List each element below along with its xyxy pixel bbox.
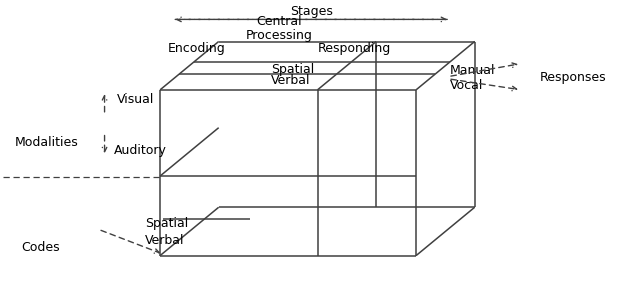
Text: Responses: Responses xyxy=(540,71,606,84)
Text: Modalities: Modalities xyxy=(15,136,79,149)
Text: Manual: Manual xyxy=(450,64,496,77)
Text: Encoding: Encoding xyxy=(168,42,226,55)
Text: Verbal: Verbal xyxy=(145,234,184,247)
Text: Vocal: Vocal xyxy=(450,79,483,92)
Text: Visual: Visual xyxy=(117,93,154,106)
Text: Responding: Responding xyxy=(318,42,391,55)
Text: Spatial: Spatial xyxy=(271,63,314,76)
Text: Central
Processing: Central Processing xyxy=(246,15,312,41)
Text: Auditory: Auditory xyxy=(114,144,167,157)
Text: Verbal: Verbal xyxy=(271,74,310,87)
Text: Codes: Codes xyxy=(21,241,60,254)
Text: Stages: Stages xyxy=(290,5,332,18)
Text: Spatial: Spatial xyxy=(145,217,188,230)
